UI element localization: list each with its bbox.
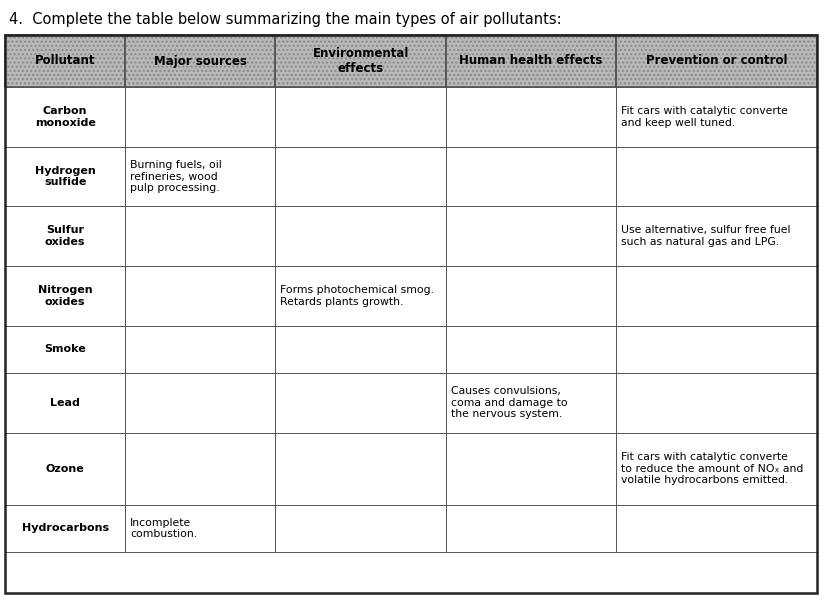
Bar [5,266,125,326]
Bar [5,505,125,552]
Bar [446,147,616,207]
Bar [446,207,616,266]
Bar [5,35,125,87]
Bar [275,505,446,552]
Bar [125,207,275,266]
Bar [616,35,817,87]
Text: Burning fuels, oil
refineries, wood
pulp processing.: Burning fuels, oil refineries, wood pulp… [130,160,222,193]
Text: Human health effects: Human health effects [459,54,603,67]
Bar [5,35,125,87]
Text: Causes convulsions,
coma and damage to
the nervous system.: Causes convulsions, coma and damage to t… [451,386,567,419]
Bar [275,266,446,326]
Bar [275,87,446,147]
Bar [5,433,125,505]
Bar [616,326,817,373]
Text: Major sources: Major sources [154,54,247,67]
Bar [446,35,616,87]
Bar [446,326,616,373]
Text: Carbon
monoxide: Carbon monoxide [35,106,95,128]
Bar [616,207,817,266]
Bar [275,207,446,266]
Bar [125,433,275,505]
Bar [125,326,275,373]
Bar [616,87,817,147]
Bar [446,433,616,505]
Bar [616,35,817,87]
Bar [275,35,446,87]
Text: Environmental
effects: Environmental effects [312,47,409,75]
Bar [5,35,125,87]
Bar [125,266,275,326]
Text: Fit cars with catalytic converte
and keep well tuned.: Fit cars with catalytic converte and kee… [621,106,788,128]
Bar [5,326,125,373]
Text: Ozone: Ozone [46,464,85,474]
Bar [5,373,125,433]
Bar [275,35,446,87]
Bar [5,147,125,207]
Bar [446,373,616,433]
Bar [616,373,817,433]
Bar [616,147,817,207]
Text: Incomplete
combustion.: Incomplete combustion. [130,518,197,539]
Text: Sulfur
oxides: Sulfur oxides [45,226,85,247]
Text: Smoke: Smoke [44,344,86,355]
Bar [616,266,817,326]
Text: Fit cars with catalytic converte
to reduce the amount of NOₓ and
volatile hydroc: Fit cars with catalytic converte to redu… [621,452,804,485]
Text: Forms photochemical smog.
Retards plants growth.: Forms photochemical smog. Retards plants… [280,285,434,307]
Bar [446,87,616,147]
Bar [5,87,125,147]
Text: Nitrogen
oxides: Nitrogen oxides [38,285,92,307]
Text: 4.  Complete the table below summarizing the main types of air pollutants:: 4. Complete the table below summarizing … [9,12,561,27]
Bar [5,207,125,266]
Bar [125,87,275,147]
Bar [125,373,275,433]
Bar [446,35,616,87]
Text: Lead: Lead [50,398,80,408]
Bar [125,35,275,87]
Text: Pollutant: Pollutant [35,54,95,67]
Bar [446,505,616,552]
Bar [616,35,817,87]
Bar [616,505,817,552]
Bar [275,373,446,433]
Bar [616,433,817,505]
Bar [125,505,275,552]
Text: Hydrocarbons: Hydrocarbons [21,524,109,534]
Bar [125,35,275,87]
Bar [275,326,446,373]
Bar [275,433,446,505]
Bar [275,35,446,87]
Text: Prevention or control: Prevention or control [646,54,787,67]
Text: Hydrogen
sulfide: Hydrogen sulfide [35,166,95,187]
Bar [446,266,616,326]
Bar [275,147,446,207]
Bar [125,147,275,207]
Bar [446,35,616,87]
Text: Use alternative, sulfur free fuel
such as natural gas and LPG.: Use alternative, sulfur free fuel such a… [621,226,791,247]
Bar [125,35,275,87]
